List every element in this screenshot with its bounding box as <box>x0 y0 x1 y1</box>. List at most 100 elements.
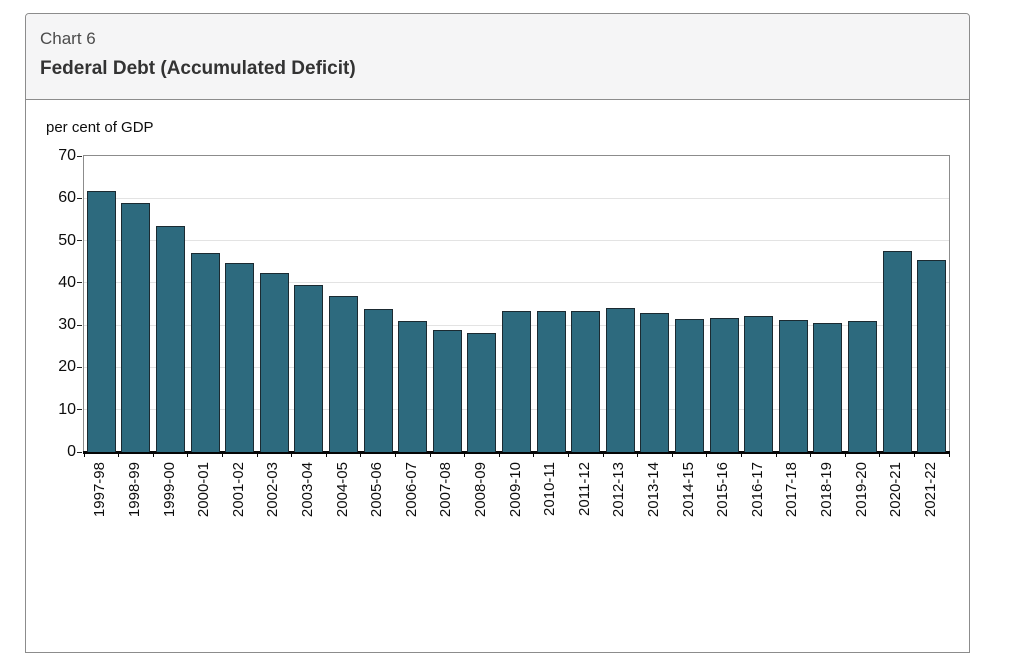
chart-body: per cent of GDP 0 10 20 30 40 50 60 70 1997-98 1… <box>26 100 969 650</box>
x-axis-tick <box>913 454 915 457</box>
gridline <box>84 282 949 284</box>
bar <box>502 311 531 452</box>
bar <box>640 313 670 452</box>
x-tick-label: 2010-11 <box>541 462 559 516</box>
x-axis-tick <box>429 454 431 457</box>
y-axis-tick <box>77 240 82 242</box>
x-axis-tick <box>152 454 154 457</box>
y-tick-label: 30 <box>58 316 76 334</box>
bar <box>675 319 704 452</box>
y-tick-label: 60 <box>58 189 76 207</box>
bar <box>605 308 635 452</box>
x-axis-tick <box>671 454 673 457</box>
chart-header: Chart 6 Federal Debt (Accumulated Defici… <box>26 14 969 100</box>
x-axis-tick <box>360 454 362 457</box>
y-tick-label: 0 <box>67 443 76 460</box>
chart-title: Federal Debt (Accumulated Deficit) <box>40 58 356 79</box>
x-axis-tick <box>533 454 535 457</box>
y-axis-tick <box>77 366 82 368</box>
y-axis-tick <box>77 197 82 199</box>
x-tick-label: 2003-04 <box>298 462 316 518</box>
x-tick-label: 2007-08 <box>437 462 455 518</box>
x-axis-tick <box>775 454 777 457</box>
x-axis-tick <box>221 454 223 457</box>
gridline <box>84 197 949 199</box>
x-axis-tick <box>740 454 742 457</box>
y-tick-label: 40 <box>58 273 76 291</box>
bar <box>432 329 462 452</box>
x-tick-label: 2018-19 <box>817 462 835 518</box>
x-axis-line <box>83 451 950 454</box>
x-axis-tick <box>464 454 466 457</box>
x-tick-label: 1999-00 <box>160 462 178 518</box>
bar <box>156 225 185 452</box>
y-tick-label: 50 <box>58 231 76 249</box>
bar <box>398 320 428 452</box>
bar <box>121 202 151 452</box>
x-tick-label: 2021-22 <box>921 462 939 518</box>
bar <box>363 308 393 452</box>
bar <box>225 262 255 452</box>
x-tick-label: 2017-18 <box>783 462 801 518</box>
y-tick-label: 20 <box>58 358 76 376</box>
x-tick-label: 2016-17 <box>748 462 766 518</box>
x-tick-label: 2001-02 <box>229 462 247 518</box>
x-axis-tick <box>844 454 846 457</box>
x-tick-label: 2013-14 <box>644 462 662 518</box>
x-tick-label: 2000-01 <box>195 462 213 518</box>
bar <box>294 284 324 452</box>
chart-card: Chart 6 Federal Debt (Accumulated Defici… <box>25 13 970 653</box>
x-tick-label: 2004-05 <box>333 462 351 518</box>
chart-number: Chart 6 <box>40 29 96 48</box>
bar <box>813 322 843 452</box>
x-tick-label: 2006-07 <box>402 462 420 518</box>
bar <box>86 191 116 452</box>
bar <box>329 295 358 452</box>
x-tick-label: 2014-15 <box>679 462 697 518</box>
y-axis-tick <box>77 324 82 326</box>
bar <box>917 259 947 452</box>
x-axis-tick <box>256 454 258 457</box>
bar <box>536 310 566 452</box>
x-axis-tick <box>118 454 120 457</box>
x-axis-tick <box>810 454 812 457</box>
x-axis-tick <box>498 454 500 457</box>
gridline <box>84 240 949 242</box>
x-axis-tick <box>394 454 396 457</box>
x-tick-label: 1998-99 <box>125 462 143 518</box>
x-tick-label: 1997-98 <box>91 462 109 518</box>
x-axis-tick <box>637 454 639 457</box>
x-axis-tick <box>187 454 189 457</box>
y-axis-tick <box>77 282 82 284</box>
x-tick-label: 2002-03 <box>264 462 282 518</box>
y-axis-tick <box>77 155 82 157</box>
bar <box>709 317 739 452</box>
bar <box>882 251 912 452</box>
bar <box>259 272 289 452</box>
bar <box>467 332 497 452</box>
x-tick-label: 2008-09 <box>471 462 489 518</box>
y-tick-label: 10 <box>58 400 76 418</box>
x-axis-tick <box>602 454 604 457</box>
x-tick-label: 2005-06 <box>368 462 386 518</box>
bar <box>778 319 808 452</box>
bar <box>848 320 877 452</box>
x-tick-label: 2012-13 <box>610 462 628 518</box>
x-axis-tick <box>706 454 708 457</box>
bar <box>744 316 774 452</box>
x-axis-tick <box>291 454 293 457</box>
x-tick-label: 2009-10 <box>506 462 524 518</box>
bar <box>190 253 220 452</box>
x-axis-tick <box>83 454 85 457</box>
y-axis-unit-label: per cent of GDP <box>46 119 154 136</box>
x-axis-labels: 1997-98 1998-99 1999-00 2000-01 2001-02 2002-… <box>83 460 950 540</box>
x-axis-tick <box>879 454 881 457</box>
y-tick-label: 70 <box>58 147 76 164</box>
x-tick-label: 2011-12 <box>575 462 593 516</box>
x-axis-tick <box>567 454 569 457</box>
bar <box>571 311 601 452</box>
x-tick-label: 2015-16 <box>714 462 732 518</box>
x-tick-label: 2020-21 <box>887 462 905 518</box>
y-axis-tick <box>77 451 82 453</box>
x-axis-tick <box>948 454 950 457</box>
